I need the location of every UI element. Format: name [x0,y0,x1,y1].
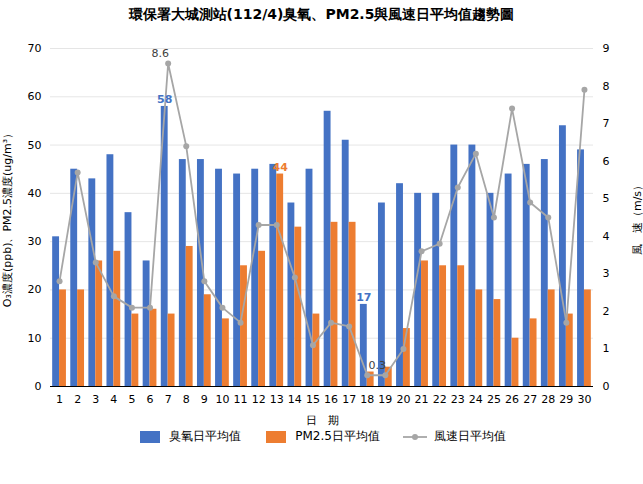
svg-text:24: 24 [469,393,483,406]
svg-text:8: 8 [183,393,190,406]
svg-text:0: 0 [603,380,610,393]
svg-text:16: 16 [324,393,338,406]
svg-text:7: 7 [603,117,610,130]
svg-text:26: 26 [505,393,519,406]
svg-text:70: 70 [28,42,42,55]
html-text:臭氧日平均值: 臭氧日平均值 [169,429,242,443]
svg-text:15: 15 [306,393,320,406]
svg-text:2: 2 [74,393,81,406]
svg-text:6: 6 [603,155,610,168]
svg-text:20: 20 [396,393,410,406]
svg-text:60: 60 [28,90,42,103]
svg-text:29: 29 [559,393,573,406]
svg-text:22: 22 [433,393,447,406]
svg-text:14: 14 [288,393,302,406]
svg-text:20: 20 [28,283,42,296]
svg-text:9: 9 [603,42,610,55]
html-text:PM2.5日平均值: PM2.5日平均值 [295,429,380,443]
svg-text:13: 13 [270,393,284,406]
svg-text:12: 12 [252,393,266,406]
svg-text:27: 27 [523,393,537,406]
svg-text:1: 1 [603,342,610,355]
svg-text:2: 2 [603,305,610,318]
svg-text:58: 58 [157,93,172,106]
html-text:風速日平均值: 風速日平均值 [433,429,506,443]
svg-text:19: 19 [378,393,392,406]
svg-text:30: 30 [28,235,42,248]
svg-text:11: 11 [234,393,248,406]
svg-text:10: 10 [28,332,42,345]
svg-text:1: 1 [56,393,63,406]
svg-text:4: 4 [110,393,117,406]
svg-text:17: 17 [356,291,371,304]
svg-text:O₃濃度(ppb)、PM2.5濃度(ug/m³）: O₃濃度(ppb)、PM2.5濃度(ug/m³） [1,128,14,307]
svg-text:23: 23 [451,393,465,406]
svg-text:5: 5 [128,393,135,406]
svg-text:0.3: 0.3 [369,359,387,372]
svg-text:50: 50 [28,139,42,152]
svg-text:風 速（m/s）: 風 速（m/s） [631,180,643,255]
svg-text:8.6: 8.6 [151,47,169,60]
svg-text:30: 30 [577,393,591,406]
svg-text:8: 8 [603,80,610,93]
svg-text:18: 18 [360,393,374,406]
svg-text:28: 28 [541,393,555,406]
svg-text:5: 5 [603,192,610,205]
html-text:環保署大城測站(112/4)臭氧、PM2.5與風速日平均值趨: 環保署大城測站(112/4)臭氧、PM2.5與風速日平均值趨勢圖 [128,6,515,22]
svg-text:3: 3 [603,267,610,280]
svg-text:40: 40 [28,187,42,200]
svg-text:3: 3 [92,393,99,406]
svg-text:10: 10 [215,393,229,406]
svg-text:25: 25 [487,393,501,406]
svg-text:9: 9 [201,393,208,406]
svg-text:6: 6 [147,393,154,406]
svg-text:44: 44 [273,161,289,174]
svg-text:4: 4 [603,230,610,243]
svg-text:7: 7 [165,393,172,406]
svg-text:21: 21 [415,393,429,406]
svg-text:日 期: 日 期 [306,414,339,427]
svg-text:17: 17 [342,393,356,406]
svg-text:0: 0 [35,380,42,393]
